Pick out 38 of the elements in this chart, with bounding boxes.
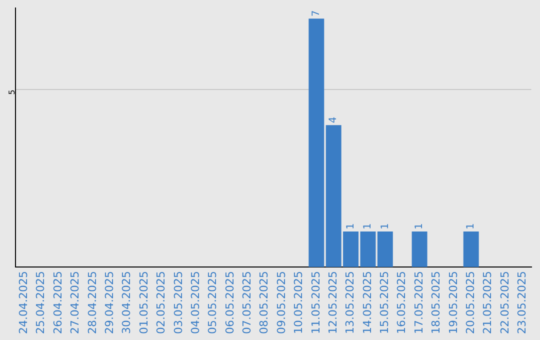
data-label: 1 <box>345 223 356 230</box>
x-tick-label: 30.04.2025 <box>120 271 134 334</box>
x-tick-label: 06.05.2025 <box>223 271 236 334</box>
data-label: 1 <box>466 223 477 230</box>
x-tick-label: 13.05.2025 <box>344 271 357 334</box>
x-tick-label: 05.05.2025 <box>206 271 220 334</box>
x-tick-label: 22.05.2025 <box>498 271 512 334</box>
x-tick-label: 12.05.2025 <box>326 271 340 334</box>
x-tick-label: 28.04.2025 <box>86 271 99 334</box>
data-label: 4 <box>328 116 340 124</box>
x-tick-label: 27.04.2025 <box>68 271 82 334</box>
x-tick-label: 24.04.2025 <box>17 271 30 334</box>
x-tick-label: 01.05.2025 <box>137 271 150 334</box>
x-tick-label: 08.05.2025 <box>258 271 271 334</box>
x-tick-label: 03.05.2025 <box>172 271 185 334</box>
x-tick-label: 09.05.2025 <box>274 271 288 334</box>
x-tick-label: 17.05.2025 <box>412 271 426 334</box>
data-label: 1 <box>414 223 426 230</box>
x-tick-label: 18.05.2025 <box>430 271 443 334</box>
data-label: 1 <box>380 223 391 230</box>
x-tick-label: 02.05.2025 <box>154 271 168 334</box>
x-tick-label: 29.04.2025 <box>102 271 116 334</box>
data-label: 7 <box>310 10 322 17</box>
x-tick-label: 23.05.2025 <box>516 271 529 334</box>
x-tick-label: 15.05.2025 <box>378 271 392 334</box>
x-tick-label: 04.05.2025 <box>188 271 202 334</box>
y-tick-label: 5 <box>8 90 17 95</box>
x-tick-label: 10.05.2025 <box>292 271 306 334</box>
x-tick-label: 14.05.2025 <box>360 271 374 334</box>
x-tick-label: 25.04.2025 <box>34 271 48 334</box>
x-tick-label: 16.05.2025 <box>395 271 408 334</box>
x-tick-label: 21.05.2025 <box>481 271 494 334</box>
x-tick-label: 11.05.2025 <box>309 271 322 334</box>
x-tick-label: 26.04.2025 <box>51 271 64 334</box>
x-tick-label: 19.05.2025 <box>446 271 460 334</box>
data-label: 1 <box>362 223 374 230</box>
x-tick-label: 20.05.2025 <box>464 271 477 334</box>
x-tick-label: 07.05.2025 <box>240 271 254 334</box>
